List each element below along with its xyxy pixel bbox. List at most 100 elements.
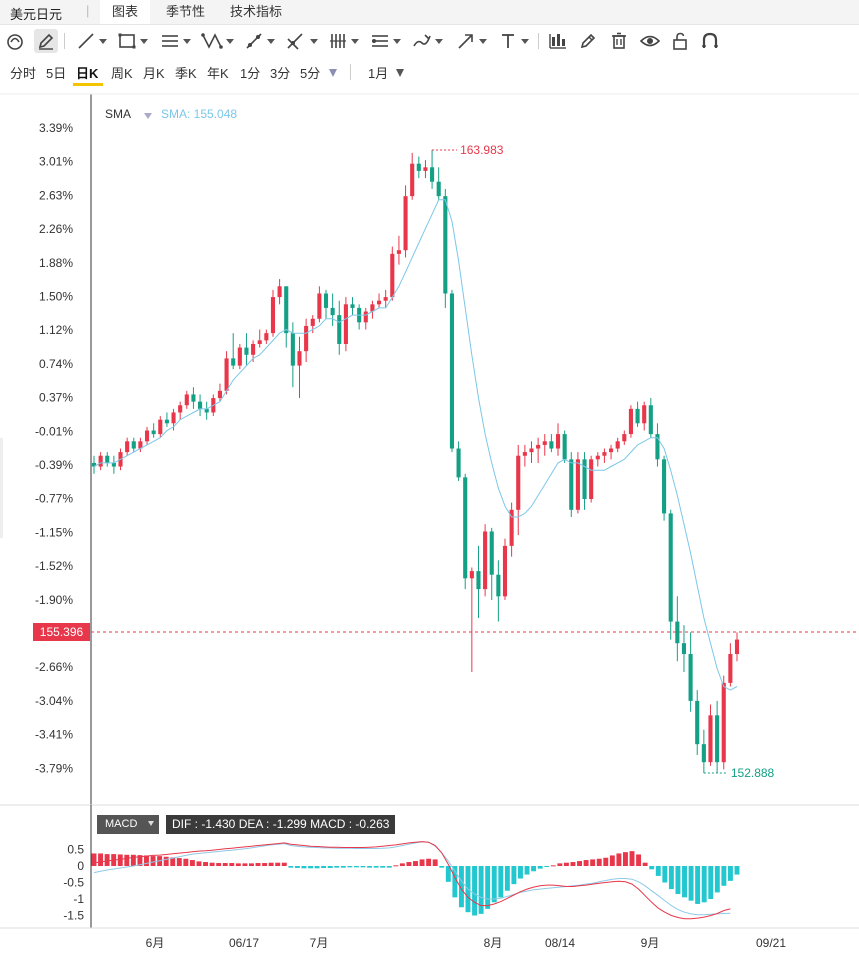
macd-histogram-bar [550, 865, 556, 867]
candle-body [224, 358, 229, 391]
y-tick-label: 1.12% [39, 323, 73, 337]
macd-histogram-bar [609, 855, 615, 866]
max-price-label: 163.983 [460, 143, 504, 157]
macd-histogram-bar [353, 866, 359, 868]
macd-histogram-bar [570, 862, 576, 866]
candle-body [648, 405, 653, 435]
pencil-icon[interactable] [34, 29, 58, 53]
macd-histogram-bar [242, 863, 248, 866]
candle-body [715, 715, 720, 763]
candle-body [423, 167, 428, 171]
period-more-dropdown[interactable] [329, 65, 337, 80]
brush-icon[interactable] [412, 29, 443, 53]
period-5min[interactable]: 5分 [300, 66, 321, 81]
period-weekly-k[interactable]: 周K [111, 66, 133, 81]
macd-histogram-bar [511, 866, 517, 885]
tab-technical-indicators[interactable]: 技术指标 [230, 4, 283, 19]
range-selector[interactable]: 1月 [368, 66, 389, 81]
macd-histogram-bar [419, 859, 425, 866]
candle-body [443, 196, 448, 294]
edit-icon[interactable] [578, 29, 598, 53]
period-quarterly-k[interactable]: 季K [175, 66, 197, 81]
left-collapse-handle[interactable] [0, 438, 3, 538]
arrow-icon[interactable] [456, 29, 487, 53]
period-monthly-k[interactable]: 月K [143, 66, 165, 81]
macd-histogram-bar [557, 863, 563, 866]
candle-body [436, 181, 441, 197]
tab-seasonality[interactable]: 季节性 [166, 4, 206, 19]
sma-indicator-label[interactable]: SMA [105, 107, 132, 121]
macd-histogram-bar [196, 861, 202, 866]
candle-body [728, 654, 733, 683]
macd-histogram-bar [596, 858, 602, 866]
candle-body [217, 390, 223, 399]
macd-histogram-bar [104, 854, 110, 866]
trash-icon[interactable] [609, 29, 629, 53]
candle-body [131, 441, 136, 449]
period-yearly-k[interactable]: 年K [207, 66, 229, 81]
macd-histogram-bar [688, 866, 694, 901]
macd-histogram-bar [150, 856, 156, 866]
candle-body [237, 347, 242, 366]
magnet-icon[interactable] [700, 29, 720, 53]
parallel-lines-icon[interactable] [160, 29, 191, 53]
period-3min[interactable]: 3分 [270, 66, 291, 81]
sma-dropdown-icon[interactable] [144, 113, 152, 119]
y-tick-label: -3.04% [35, 694, 73, 708]
period-5d[interactable]: 5日 [46, 66, 67, 81]
top-bar: 美元日元 | 图表 季节性 技术指标 [0, 0, 859, 25]
candle-body [403, 196, 408, 251]
candle-body [231, 358, 236, 366]
text-icon[interactable] [498, 29, 529, 53]
macd-name: MACD [105, 818, 138, 830]
candle-body [257, 340, 262, 344]
bars-icon[interactable] [328, 29, 359, 53]
fibonacci-icon[interactable] [370, 29, 401, 53]
candle-body [608, 448, 614, 453]
eye-icon[interactable] [639, 29, 661, 53]
candle-body [317, 293, 322, 319]
period-intraday[interactable]: 分时 [10, 66, 37, 81]
macd-histogram-bar [373, 866, 379, 868]
period-daily-k[interactable]: 日K [76, 66, 99, 81]
macd-histogram-bar [235, 863, 241, 866]
macd-histogram-bar [563, 862, 569, 866]
macd-histogram-bar [504, 866, 510, 891]
lock-icon[interactable] [670, 29, 690, 53]
macd-histogram-bar [642, 862, 648, 866]
y-tick-label: 0.74% [39, 357, 73, 371]
macd-histogram-bar [144, 855, 149, 866]
macd-histogram-bar [413, 861, 418, 866]
y-tick-label: -0.01% [35, 424, 73, 438]
y-tick-label: 0.37% [39, 391, 73, 405]
candle-body [304, 325, 309, 352]
rectangle-icon[interactable] [117, 29, 148, 53]
x-tick-label: 6月 [146, 936, 165, 950]
macd-y-tick-label: -0.5 [63, 876, 84, 890]
candle-body [628, 408, 633, 435]
bar-chart-icon[interactable] [548, 29, 568, 53]
macd-histogram-bar [708, 866, 714, 899]
candle-body [575, 459, 580, 510]
cursor-icon[interactable] [5, 29, 25, 53]
macd-histogram-bar [544, 866, 550, 867]
y-tick-label: -1.15% [35, 525, 73, 539]
line-icon[interactable] [76, 29, 107, 53]
tab-chart[interactable]: 图表 [100, 0, 151, 24]
pattern-icon[interactable] [201, 29, 234, 53]
ray-icon[interactable] [244, 29, 275, 53]
candle-body [264, 333, 269, 341]
candle-body [635, 408, 640, 424]
macd-histogram-bar [399, 863, 405, 866]
macd-indicator-selector[interactable]: MACD [97, 815, 159, 834]
candle-body [158, 419, 163, 435]
candle-body [337, 315, 342, 344]
macd-histogram-bar [458, 866, 464, 908]
range-dropdown[interactable] [396, 65, 404, 80]
candle-body [681, 643, 687, 655]
candle-body [536, 444, 541, 449]
macd-histogram-bar [426, 858, 432, 866]
period-1min[interactable]: 1分 [240, 66, 261, 81]
fork-icon[interactable] [285, 29, 318, 53]
